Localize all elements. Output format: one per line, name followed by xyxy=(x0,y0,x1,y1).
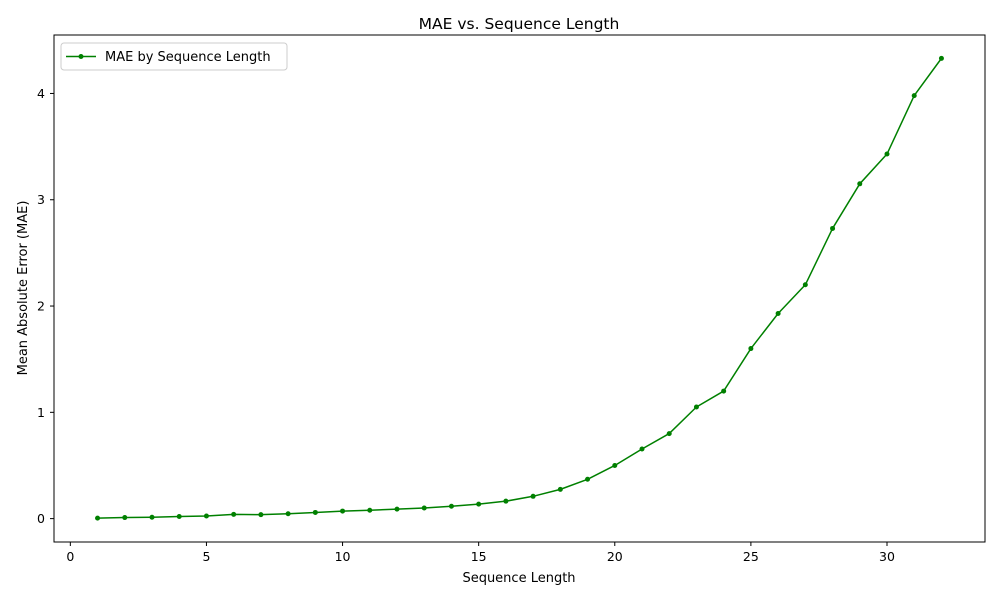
legend-box xyxy=(60,42,288,71)
data-point xyxy=(693,404,699,410)
x-tick-label: 0 xyxy=(66,549,74,564)
data-point xyxy=(176,513,182,519)
data-point xyxy=(884,151,890,157)
y-tick-label: 1 xyxy=(37,405,45,420)
data-point xyxy=(394,506,400,512)
data-point xyxy=(258,512,264,518)
data-point xyxy=(95,515,101,521)
legend: MAE by Sequence Length xyxy=(60,42,288,71)
x-tick-label: 25 xyxy=(743,549,759,564)
x-tick-label: 20 xyxy=(607,549,623,564)
data-point xyxy=(285,511,291,517)
x-axis-label: Sequence Length xyxy=(462,571,575,586)
plot-frame xyxy=(53,34,986,543)
data-point xyxy=(122,515,128,521)
y-tick-label: 0 xyxy=(37,511,45,526)
y-tick-label: 2 xyxy=(37,299,45,314)
x-tick-label: 30 xyxy=(879,549,895,564)
data-point xyxy=(448,503,454,509)
chart-title: MAE vs. Sequence Length xyxy=(419,15,620,33)
data-point xyxy=(585,476,591,482)
data-point xyxy=(938,55,944,61)
data-point xyxy=(775,310,781,316)
data-point xyxy=(557,486,563,492)
data-point xyxy=(421,505,427,511)
data-point xyxy=(612,462,618,468)
y-axis-label: Mean Absolute Error (MAE) xyxy=(16,201,31,376)
data-point xyxy=(802,282,808,288)
x-axis: 0 5 10 15 20 25 30 xyxy=(66,542,895,564)
x-tick-label: 5 xyxy=(202,549,210,564)
data-point xyxy=(340,508,346,514)
data-point xyxy=(830,225,836,231)
data-point xyxy=(639,446,645,452)
data-point xyxy=(857,181,863,187)
series-line xyxy=(97,57,943,519)
data-point xyxy=(666,431,672,437)
data-point xyxy=(231,511,237,517)
y-axis: 0 1 2 3 4 xyxy=(37,86,54,526)
data-point xyxy=(312,509,318,515)
data-point xyxy=(530,493,536,499)
data-point xyxy=(911,93,917,99)
data-point xyxy=(203,513,209,519)
x-tick-label: 15 xyxy=(471,549,487,564)
data-point xyxy=(149,514,155,520)
x-tick-label: 10 xyxy=(335,549,351,564)
y-tick-label: 3 xyxy=(37,192,45,207)
data-point xyxy=(503,498,509,504)
data-point xyxy=(721,388,727,394)
data-point xyxy=(367,507,373,513)
legend-swatch-marker xyxy=(78,54,84,59)
data-point xyxy=(748,346,754,352)
plot-area xyxy=(95,55,944,521)
y-tick-label: 4 xyxy=(37,86,45,101)
data-point xyxy=(476,501,482,507)
legend-label: MAE by Sequence Length xyxy=(105,50,271,65)
